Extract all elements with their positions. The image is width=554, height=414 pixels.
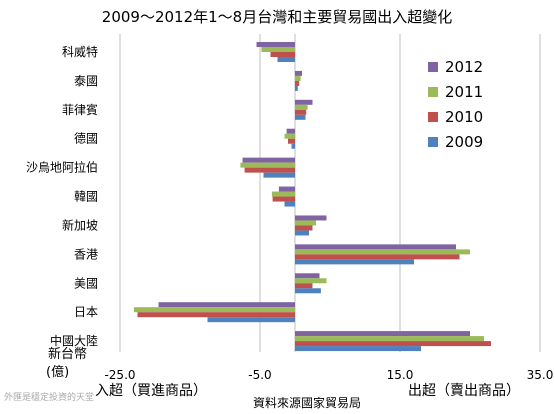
- bar-2012-2: [295, 99, 313, 105]
- legend-label-2011: 2011: [445, 83, 483, 101]
- bars: [134, 42, 491, 352]
- source-label: 資料來源國家貿易局: [253, 395, 361, 410]
- bar-2009-5: [284, 201, 295, 207]
- watermark: 外匯是穩定投資的天堂: [4, 391, 94, 403]
- bar-2012-9: [158, 302, 295, 308]
- bar-2011-3: [284, 133, 295, 139]
- category-label: 美國: [74, 276, 98, 290]
- bar-2012-6: [295, 215, 327, 221]
- bar-2011-10: [295, 336, 484, 342]
- bar-2009-2: [295, 114, 306, 120]
- category-label: 泰國: [74, 74, 98, 88]
- x-tick-label: 35.0: [527, 368, 554, 382]
- bar-2011-1: [295, 75, 301, 81]
- bar-2012-1: [295, 70, 302, 76]
- bar-2010-10: [295, 341, 491, 347]
- bar-2012-0: [256, 42, 295, 47]
- category-label: 沙烏地阿拉伯: [26, 160, 98, 175]
- bar-2012-5: [278, 186, 295, 192]
- x-tick-label: 15.0: [387, 368, 414, 382]
- bar-2009-3: [291, 143, 295, 149]
- bar-2011-9: [134, 307, 295, 313]
- bar-2009-4: [263, 172, 295, 178]
- legend-swatch-2010: [428, 112, 438, 122]
- category-label: 菲律賓: [62, 102, 98, 117]
- bar-2009-8: [295, 288, 321, 294]
- category-label: 德國: [74, 131, 98, 146]
- bar-2010-9: [137, 312, 295, 318]
- bar-2009-1: [295, 85, 298, 91]
- legend-swatch-2012: [428, 62, 438, 72]
- bar-2012-7: [295, 244, 456, 250]
- bar-2010-8: [295, 283, 313, 289]
- bar-2012-10: [295, 331, 470, 337]
- bar-2011-4: [240, 162, 295, 168]
- bar-2010-7: [295, 254, 460, 260]
- bar-2009-6: [295, 230, 309, 236]
- category-label: 科威特: [62, 44, 98, 59]
- bar-2009-0: [277, 57, 295, 62]
- chart-title: 2009～2012年1～8月台灣和主要貿易國出入超變化: [101, 8, 453, 26]
- bar-2010-3: [288, 138, 295, 144]
- legend-swatch-2009: [428, 137, 438, 147]
- x-tick-labels: -25.0 -5.0 15.0 35.0: [104, 368, 553, 382]
- legend-label-2012: 2012: [445, 58, 483, 76]
- bar-2011-7: [295, 249, 470, 255]
- legend-label-2010: 2010: [445, 108, 483, 126]
- bar-2010-0: [270, 52, 295, 57]
- unit-label-line1: 新台幣: [48, 346, 87, 362]
- bar-2011-8: [295, 278, 327, 284]
- bar-2011-6: [295, 220, 316, 226]
- bar-2009-9: [207, 317, 295, 323]
- category-label: 日本: [74, 305, 98, 319]
- bar-2011-2: [295, 104, 308, 110]
- bar-2009-10: [295, 346, 421, 352]
- bar-2012-4: [242, 157, 295, 163]
- legend-label-2009: 2009: [445, 133, 483, 151]
- category-label: 香港: [74, 247, 98, 261]
- category-label: 新加坡: [62, 217, 98, 232]
- bar-2010-2: [295, 109, 307, 115]
- bar-2011-5: [271, 191, 295, 197]
- legend: 2012 2011 2010 2009: [428, 58, 483, 151]
- x-tick-label: -5.0: [248, 368, 271, 382]
- bar-2010-4: [244, 167, 295, 173]
- bar-2012-3: [286, 128, 295, 134]
- right-side-label: 出超（賣出商品）: [408, 383, 520, 399]
- bar-2010-6: [295, 225, 313, 231]
- category-label: 韓國: [74, 190, 98, 204]
- bar-2010-5: [272, 196, 295, 202]
- legend-swatch-2011: [428, 87, 438, 97]
- category-label: 中國大陸: [50, 333, 98, 348]
- bar-2009-7: [295, 259, 414, 265]
- left-side-label: 入超（買進商品）: [95, 383, 207, 399]
- bar-2012-8: [295, 273, 320, 279]
- bar-2010-1: [295, 80, 300, 86]
- unit-label-line2: (億): [46, 364, 69, 380]
- x-tick-label: -25.0: [104, 368, 135, 382]
- bar-2011-0: [261, 47, 295, 52]
